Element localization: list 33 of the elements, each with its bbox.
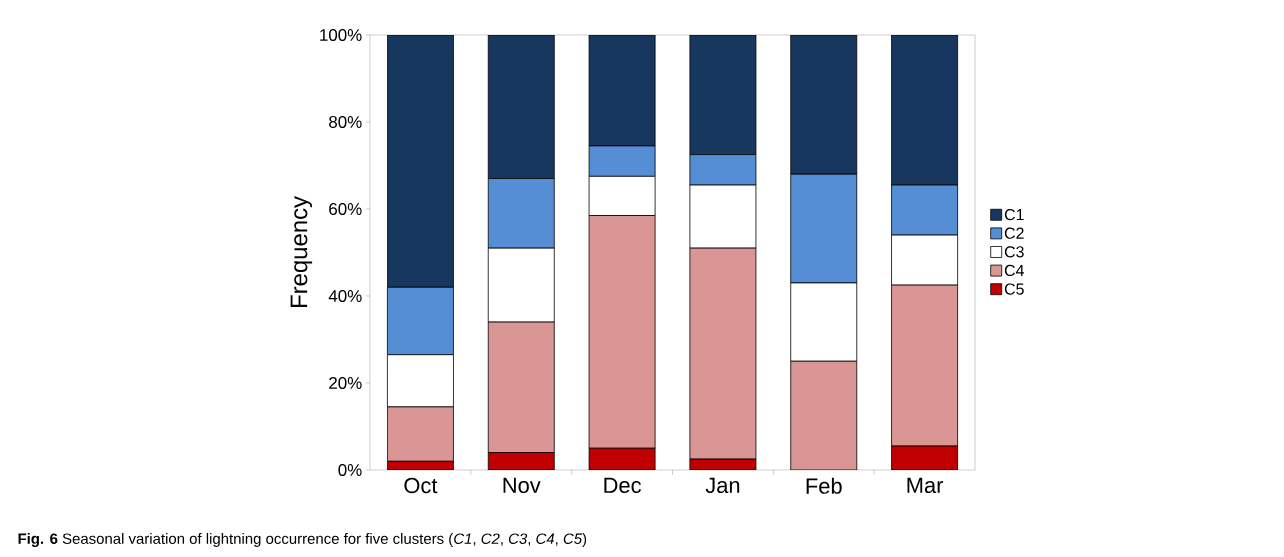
legend-label: C4 xyxy=(1004,264,1024,277)
x-tick-label: Jan xyxy=(705,477,740,494)
bar xyxy=(387,406,454,462)
bar xyxy=(790,34,858,175)
bar xyxy=(689,34,757,156)
y-axis-title: Frequency xyxy=(290,196,313,307)
x-tick-label: Mar xyxy=(907,477,944,494)
bar xyxy=(488,452,555,470)
bar xyxy=(487,321,555,453)
x-tick-label: Dec xyxy=(604,477,641,494)
bar xyxy=(891,284,959,447)
y-tick-label: 100% xyxy=(320,28,362,41)
legend-label: C2 xyxy=(1004,227,1024,239)
legend-label: C1 xyxy=(1004,208,1024,221)
bar xyxy=(588,215,656,449)
bar xyxy=(689,247,757,460)
bar xyxy=(790,361,857,470)
x-tick-label: Nov xyxy=(503,477,541,494)
x-tick-label: Oct xyxy=(404,477,438,494)
legend-label: C3 xyxy=(1004,246,1024,258)
text: Fig. 6 Seasonal variation of lightning occurrence for five clusters (C1, C2, C3, C4, C5) xyxy=(18,532,587,547)
bar xyxy=(387,34,454,288)
y-tick-label: 40% xyxy=(328,289,362,302)
bar xyxy=(891,34,959,186)
bar xyxy=(588,34,656,147)
y-tick-label: 20% xyxy=(329,376,362,389)
x-tick-label: Feb xyxy=(806,477,842,494)
y-tick-label: 80% xyxy=(329,115,362,128)
legend-label: C5 xyxy=(1004,283,1024,295)
bar xyxy=(891,445,959,470)
y-tick-label: 0% xyxy=(338,463,362,476)
y-tick-label: 60% xyxy=(329,202,362,215)
bar xyxy=(487,34,555,179)
